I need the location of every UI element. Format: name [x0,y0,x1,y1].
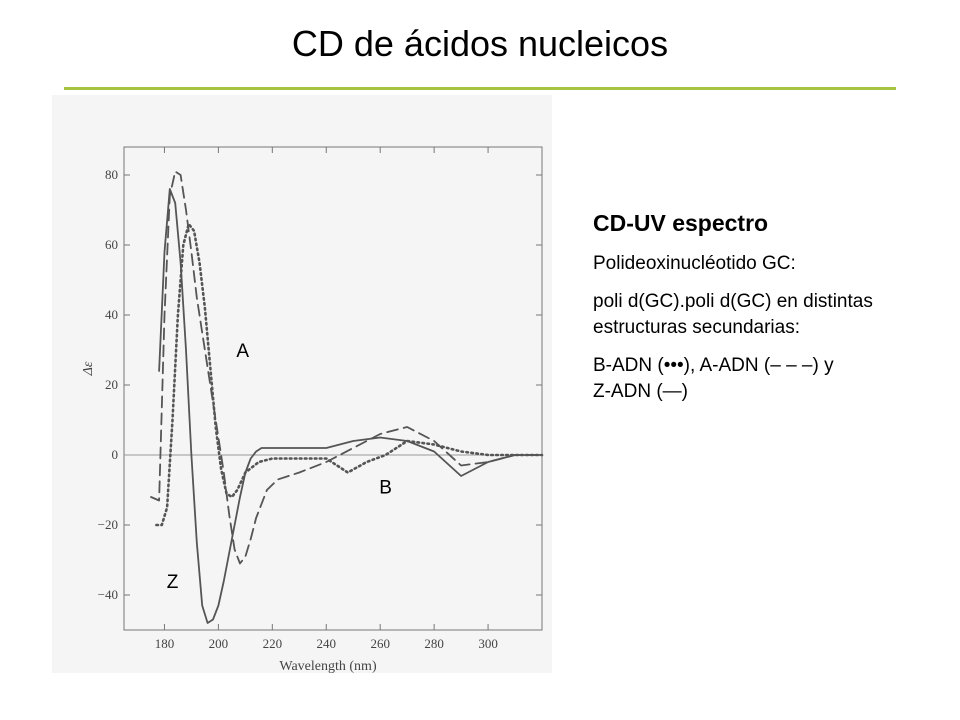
info-legend-text-2: Z-ADN (—) [593,381,688,402]
y-axis-label: Δε [81,361,96,376]
x-tick-label: 260 [370,636,390,651]
x-tick-label: 300 [478,636,498,651]
slide-title: CD de ácidos nucleicos [291,23,669,64]
info-legend-line: B-ADN (•••), A-ADN (– – –) y Z-ADN (—) [593,353,953,405]
info-structures-text-1: poli d(GC).poli d(GC) en distintas [593,291,873,312]
y-tick-label: −40 [98,587,118,602]
x-tick-label: 180 [155,636,175,651]
y-tick-label: 0 [112,447,119,462]
cd-spectrum-chart: 180 200 220 240 260 280 300806040200−20−40Wave… [81,146,544,673]
y-tick-label: 20 [105,377,118,392]
curve-label-a: A [236,341,249,362]
info-structures-line: poli d(GC).poli d(GC) en distintas estru… [593,289,953,341]
x-tick-label: 220 [263,636,283,651]
x-axis-label: Wavelength (nm) [279,659,377,673]
y-tick-label: 60 [105,237,118,252]
plot-frame [123,146,543,631]
y-tick-label: −20 [98,517,118,532]
a-dna-line [150,170,543,565]
y-tick-label: 80 [105,167,118,182]
x-tick-label: 240 [317,636,337,651]
curve-label-z: Z [167,572,179,593]
info-heading: CD-UV espectro [593,210,769,236]
info-structures-text-2: estructuras secundarias: [593,317,800,338]
curve-label-b: B [379,478,392,499]
y-tick-label: 40 [105,307,118,322]
info-polymer-line: Polideoxinucléotido GC: [593,253,796,274]
z-dna-line [158,188,543,624]
b-dna-line [155,222,544,527]
info-block: CD-UV espectro Polideoxinucléotido GC: p… [593,207,953,417]
cd-spectrum-figure: 180 200 220 240 260 280 300 80 60 40 20 0 −20 −40 Wave… [52,95,552,673]
title-divider [64,87,896,90]
x-tick-label: 200 [209,636,229,651]
info-legend-text-1: B-ADN (•••), A-ADN (– – –) y [593,355,834,376]
x-tick-label: 280 [424,636,444,651]
